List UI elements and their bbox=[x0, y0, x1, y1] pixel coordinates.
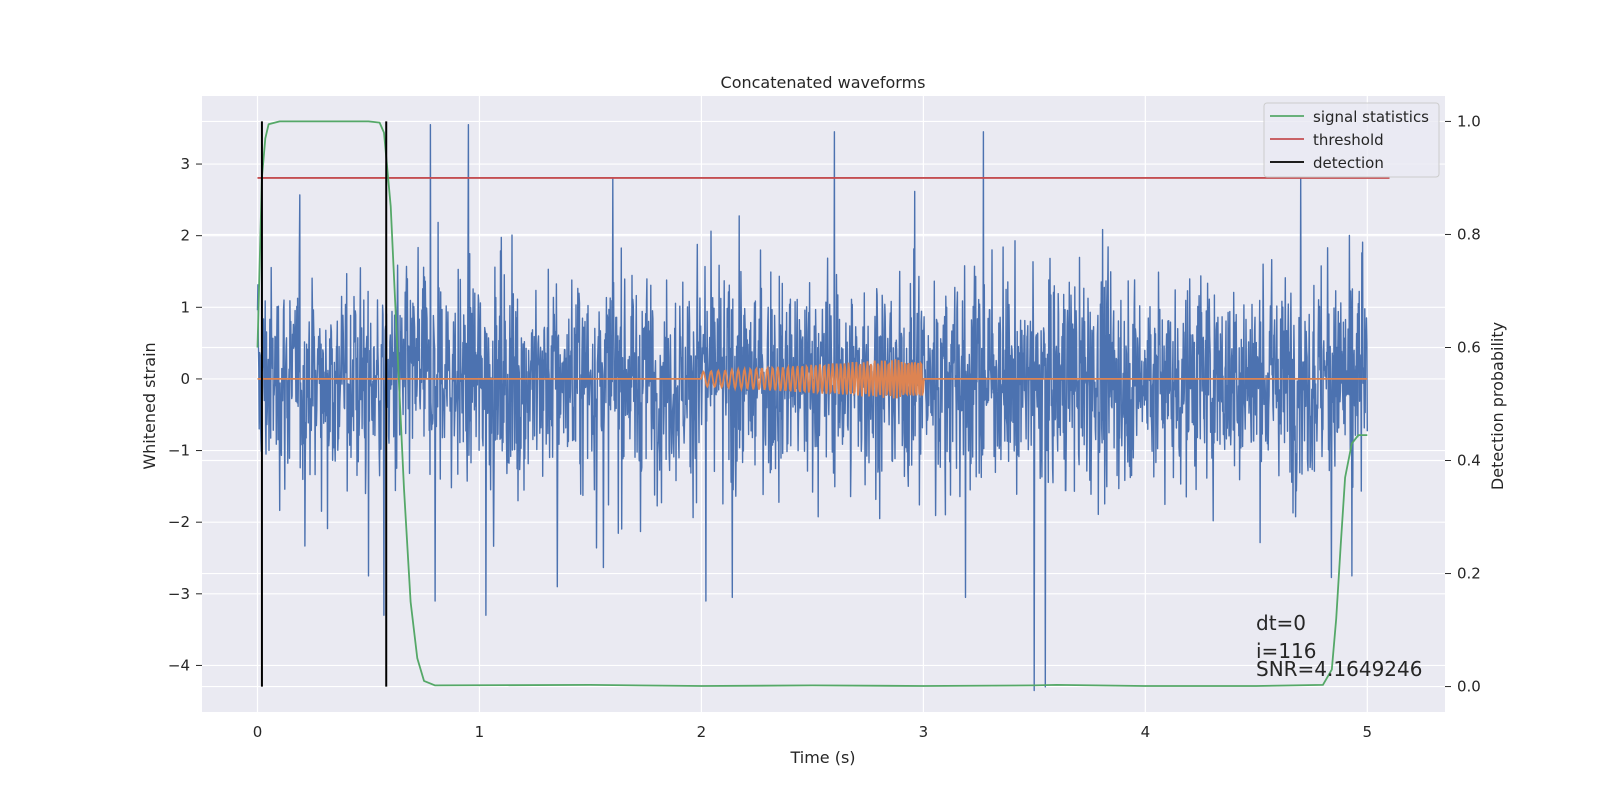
series-whitened-strain-line bbox=[256, 123, 1369, 692]
series-signal-statistics-line bbox=[256, 120, 1368, 687]
y-tick-label-3: −1 bbox=[168, 442, 190, 460]
legend-label-threshold: threshold bbox=[1313, 131, 1384, 149]
legend-label-signal-statistics: signal statistics bbox=[1313, 108, 1429, 126]
x-tick-label-3: 3 bbox=[919, 723, 929, 741]
y-tick-label-4: 0 bbox=[180, 370, 190, 388]
y-tick-label-6: 2 bbox=[180, 227, 190, 245]
y2-tick-label-3: 0.6 bbox=[1457, 338, 1481, 356]
series-chirp-line bbox=[257, 359, 1368, 399]
x-tick-label-5: 5 bbox=[1363, 723, 1373, 741]
chart-title: Concatenated waveforms bbox=[721, 73, 926, 92]
y-ticks: −4 −3 −2 −1 0 1 2 3 bbox=[168, 155, 202, 674]
x-tick-label-2: 2 bbox=[697, 723, 707, 741]
x-ticks: 0 1 2 3 4 5 bbox=[253, 723, 1372, 741]
x-tick-label-4: 4 bbox=[1141, 723, 1151, 741]
y-tick-label-0: −4 bbox=[168, 656, 190, 674]
y2-axis-label: Detection probability bbox=[1488, 322, 1507, 490]
legend: signal statistics threshold detection bbox=[1263, 102, 1440, 178]
y-tick-label-1: −3 bbox=[168, 585, 190, 603]
x-tick-label-1: 1 bbox=[475, 723, 485, 741]
annotation-snr: SNR=4.1649246 bbox=[1256, 657, 1422, 681]
y-tick-label-2: −2 bbox=[168, 513, 190, 531]
annotation-dt: dt=0 bbox=[1256, 611, 1306, 635]
y-tick-label-5: 1 bbox=[180, 298, 190, 316]
annotation-i: i=116 bbox=[1256, 639, 1317, 663]
y2-tick-label-0: 0.0 bbox=[1457, 678, 1481, 696]
y2-tick-label-1: 0.2 bbox=[1457, 565, 1481, 583]
y2-tick-label-4: 0.8 bbox=[1457, 225, 1481, 243]
y2-tick-label-5: 1.0 bbox=[1457, 112, 1481, 130]
right-series bbox=[256, 120, 1390, 687]
x-axis-label: Time (s) bbox=[789, 748, 855, 767]
y2-ticks: 0.0 0.2 0.4 0.6 0.8 1.0 bbox=[1445, 112, 1481, 696]
legend-label-detection: detection bbox=[1313, 154, 1384, 172]
legend-box bbox=[1263, 102, 1440, 178]
left-series bbox=[256, 123, 1369, 692]
y-tick-label-7: 3 bbox=[180, 155, 190, 173]
y2-tick-label-2: 0.4 bbox=[1457, 452, 1481, 470]
y-axis-label: Whitened strain bbox=[140, 342, 159, 469]
x-tick-label-0: 0 bbox=[253, 723, 263, 741]
